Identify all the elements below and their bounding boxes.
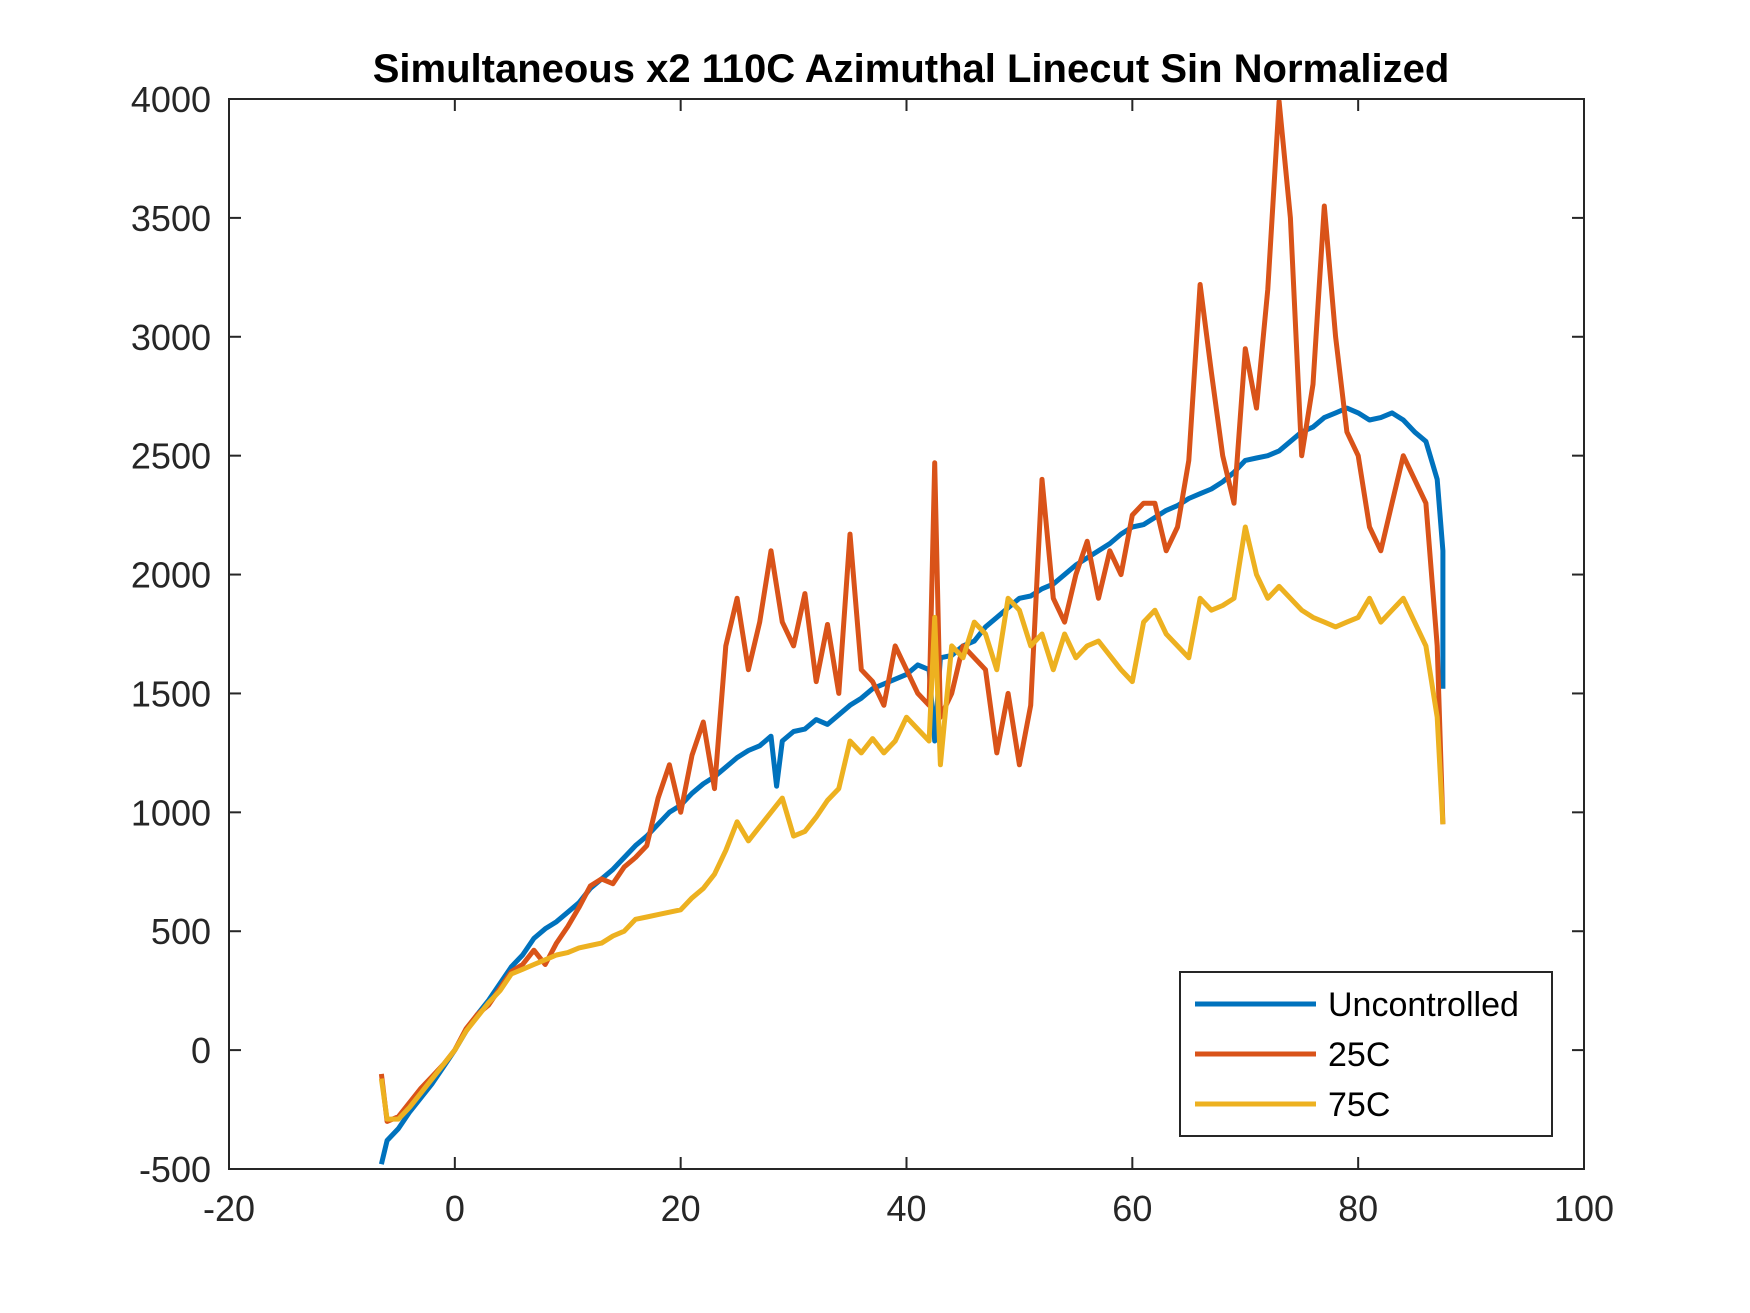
y-tick-label: 1500 <box>131 673 211 714</box>
y-tick-label: 3000 <box>131 317 211 358</box>
x-tick-label: 80 <box>1338 1188 1378 1229</box>
legend: Uncontrolled 25C 75C <box>1179 971 1553 1137</box>
y-tick-label: -500 <box>139 1149 211 1190</box>
chart-title: Simultaneous x2 110C Azimuthal Linecut S… <box>373 47 1450 91</box>
x-tick-label: 0 <box>445 1188 465 1229</box>
y-tick-label: 3500 <box>131 198 211 239</box>
series-layer <box>378 98 1446 1165</box>
y-tick-label: 2000 <box>131 555 211 596</box>
x-axis-ticks: -20 0 20 40 60 80 100 <box>203 99 1614 1229</box>
legend-label-25c: 25C <box>1328 1036 1390 1074</box>
x-tick-label: 60 <box>1112 1188 1152 1229</box>
y-axis-ticks: -500 0 500 1000 1500 2000 2500 3000 3500 4000 <box>131 79 1584 1190</box>
legend-label-75c: 75C <box>1328 1086 1390 1124</box>
legend-label-uncontrolled: Uncontrolled <box>1328 986 1519 1024</box>
y-tick-label: 0 <box>191 1030 211 1071</box>
x-tick-label: 20 <box>661 1188 701 1229</box>
x-tick-label: -20 <box>203 1188 255 1229</box>
y-tick-label: 4000 <box>131 79 211 120</box>
y-tick-label: 500 <box>151 911 211 952</box>
x-tick-label: 100 <box>1554 1188 1614 1229</box>
series-line-uncontrolled <box>378 405 1446 1165</box>
x-tick-label: 40 <box>886 1188 926 1229</box>
series-line-75c <box>378 524 1446 1122</box>
y-tick-label: 2500 <box>131 436 211 477</box>
y-tick-label: 1000 <box>131 792 211 833</box>
series-line-25c <box>378 98 1446 1124</box>
